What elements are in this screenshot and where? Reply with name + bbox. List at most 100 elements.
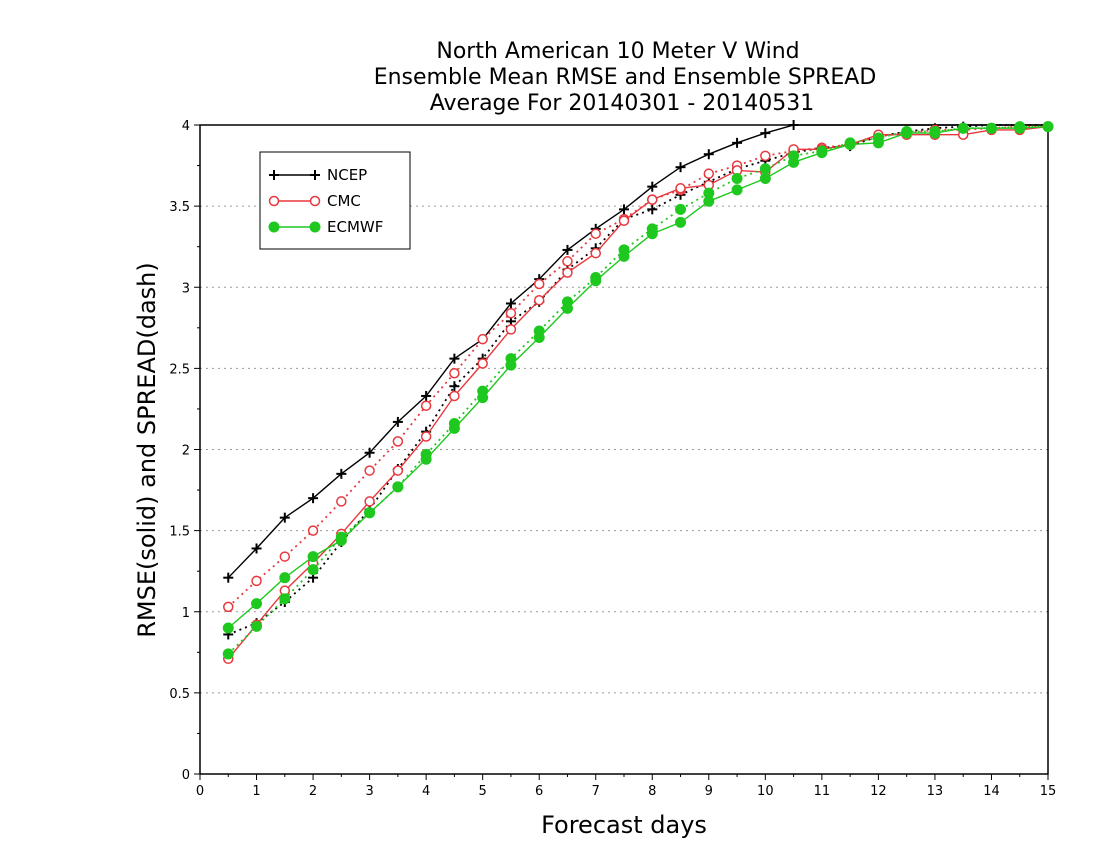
- y-tick-label: 2.5: [169, 362, 190, 377]
- legend-marker-right-cmc: [309, 195, 321, 207]
- y-tick-label: 4: [182, 119, 190, 134]
- ncep-rmse-point: [364, 447, 375, 458]
- ecmwf-rmse-point: [251, 598, 263, 610]
- ncep-rmse-point: [505, 298, 516, 309]
- ecmwf-rmse-point: [590, 275, 602, 287]
- ecmwf-rmse-point: [759, 173, 771, 185]
- legend-label-ncep: NCEP: [327, 166, 367, 184]
- ecmwf-rmse-point: [929, 127, 941, 139]
- cmc-spread-point: [562, 256, 573, 267]
- cmc-spread-point: [392, 436, 404, 447]
- legend-marker-left-ecmwf: [268, 221, 280, 233]
- ncep-rmse-point: [703, 149, 714, 160]
- cmc-spread-point: [760, 150, 771, 162]
- ecmwf-rmse-point: [957, 122, 969, 134]
- grid-layer: [200, 205, 1048, 694]
- ecmwf-spread-point: [222, 648, 234, 660]
- ecmwf-rmse-point: [675, 216, 687, 228]
- x-tick-label: 5: [479, 784, 487, 799]
- x-tick-label: 12: [870, 784, 887, 799]
- x-tick-label: 9: [705, 784, 713, 799]
- cmc-rmse-point: [590, 247, 601, 259]
- ncep-rmse-line: [227, 124, 1048, 579]
- legend-marker-right-ecmwf: [309, 221, 321, 233]
- cmc-spread-point: [251, 575, 262, 587]
- cmc-spread-point: [505, 307, 517, 319]
- ecmwf-rmse-point: [307, 551, 319, 563]
- cmc-spread-point: [477, 333, 488, 345]
- x-tick-label: 14: [983, 784, 1000, 799]
- cmc-spread-point: [590, 228, 601, 239]
- x-tick-label: 3: [365, 784, 373, 799]
- ecmwf-rmse-point: [985, 122, 997, 134]
- ncep-rmse-point: [279, 512, 290, 523]
- ncep-rmse-point: [732, 137, 743, 148]
- ecmwf-rmse-point: [279, 572, 291, 584]
- ecmwf-rmse-point: [816, 147, 828, 159]
- cmc-spread-point: [336, 496, 347, 507]
- cmc-spread-point: [703, 168, 715, 179]
- ncep-rmse-point: [449, 353, 460, 364]
- ecmwf-rmse-point: [901, 127, 913, 139]
- ecmwf-rmse-point: [335, 534, 347, 546]
- ecmwf-spread-point: [307, 564, 319, 576]
- title-line-2: Ensemble Mean RMSE and Ensemble SPREAD: [374, 65, 877, 90]
- y-tick-label: 1: [182, 606, 190, 621]
- ecmwf-rmse-point: [788, 156, 800, 168]
- x-tick-label: 2: [309, 784, 317, 799]
- ncep-spread-line: [227, 124, 1048, 636]
- cmc-rmse-point: [533, 294, 545, 306]
- cmc-rmse-point: [618, 215, 630, 226]
- x-tick-label: 7: [592, 784, 600, 799]
- y-axis-title: RMSE(solid) and SPREAD(dash): [133, 262, 161, 638]
- y-tick-label: 2: [182, 444, 190, 459]
- title-line-3: Average For 20140301 - 20140531: [430, 91, 815, 116]
- x-tick-label: 4: [422, 784, 430, 799]
- ecmwf-spread-point: [759, 163, 771, 175]
- y-tick-label: 0: [182, 768, 190, 783]
- ncep-rmse-point: [251, 543, 262, 554]
- cmc-spread-point: [223, 601, 234, 613]
- legend-item-cmc: CMC: [268, 192, 361, 210]
- ncep-rmse-point: [392, 416, 403, 427]
- ecmwf-spread-point: [251, 620, 263, 632]
- legend-marker-left-cmc: [268, 195, 280, 207]
- ncep-rmse-point: [788, 120, 799, 130]
- y-tick-label: 1.5: [169, 525, 190, 540]
- ncep-rmse-point: [760, 128, 771, 139]
- ecmwf-rmse-point: [477, 392, 489, 404]
- ncep-rmse-point: [336, 468, 347, 479]
- ecmwf-rmse-point: [533, 332, 545, 344]
- x-tick-label: 6: [535, 784, 543, 799]
- ecmwf-rmse-point: [1042, 121, 1054, 133]
- cmc-spread-point: [449, 367, 460, 379]
- ecmwf-spread-point: [731, 173, 743, 185]
- ecmwf-rmse-point: [364, 507, 376, 519]
- ncep-rmse-point: [619, 204, 629, 215]
- ncep-rmse-point: [562, 244, 573, 255]
- cmc-rmse-point: [505, 324, 517, 335]
- ncep-rmse-point: [675, 162, 686, 173]
- ecmwf-rmse-point: [505, 359, 517, 371]
- cmc-spread-point: [420, 400, 432, 411]
- ecmwf-rmse-point: [222, 622, 234, 634]
- ecmwf-spread-point: [675, 203, 687, 215]
- x-tick-label: 8: [648, 784, 656, 799]
- chart-title: North American 10 Meter V Wind Ensemble …: [374, 39, 877, 116]
- series-layer: [222, 120, 1054, 665]
- ncep-spread-point: [449, 381, 460, 392]
- ecmwf-rmse-point: [392, 481, 404, 493]
- series-ecmwf: [222, 121, 1054, 660]
- cmc-rmse-point: [675, 183, 686, 194]
- legend-label-cmc: CMC: [327, 192, 361, 210]
- title-line-1: North American 10 Meter V Wind: [436, 39, 799, 64]
- ncep-rmse-point: [308, 493, 319, 504]
- x-tick-label: 13: [927, 784, 944, 799]
- x-tick-label: 1: [252, 784, 260, 799]
- cmc-spread-point: [307, 525, 319, 536]
- ncep-rmse-point: [647, 181, 658, 192]
- ecmwf-rmse-point: [844, 138, 856, 150]
